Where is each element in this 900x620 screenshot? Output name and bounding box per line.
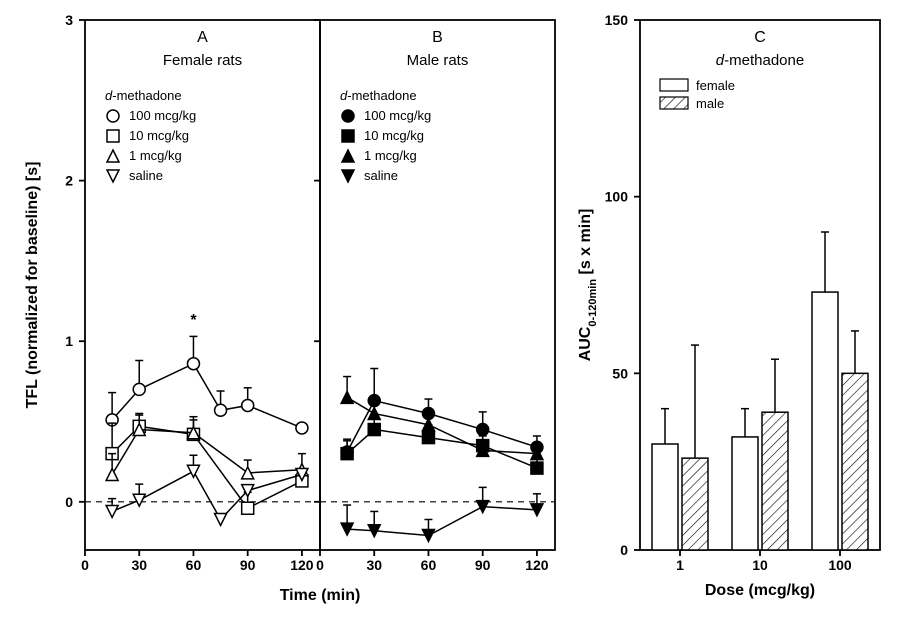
svg-text:0: 0 <box>620 542 628 558</box>
svg-text:Female rats: Female rats <box>163 52 242 69</box>
svg-text:100: 100 <box>605 189 629 205</box>
svg-text:1 mcg/kg: 1 mcg/kg <box>364 148 417 163</box>
svg-text:90: 90 <box>240 557 256 573</box>
svg-text:AUC0-120min [s x min]: AUC0-120min [s x min] <box>577 209 599 362</box>
figure-svg: 03060901200123*AFemale ratsd-methadone10… <box>0 0 900 620</box>
svg-text:90: 90 <box>475 557 491 573</box>
svg-text:60: 60 <box>186 557 202 573</box>
svg-text:10 mcg/kg: 10 mcg/kg <box>129 128 189 143</box>
svg-text:B: B <box>432 29 443 46</box>
svg-text:female: female <box>696 78 735 93</box>
svg-text:10: 10 <box>752 557 768 573</box>
svg-text:30: 30 <box>366 557 382 573</box>
svg-text:1 mcg/kg: 1 mcg/kg <box>129 148 182 163</box>
svg-text:d-methadone: d-methadone <box>105 88 182 103</box>
svg-text:100: 100 <box>828 557 852 573</box>
svg-text:150: 150 <box>605 12 629 28</box>
svg-text:*: * <box>190 312 197 329</box>
svg-text:50: 50 <box>612 365 628 381</box>
svg-text:120: 120 <box>290 557 314 573</box>
svg-text:Time (min): Time (min) <box>280 587 361 604</box>
svg-text:TFL (normalized for baseline): TFL (normalized for baseline) [s] <box>24 162 41 409</box>
figure-root: 03060901200123*AFemale ratsd-methadone10… <box>0 0 900 620</box>
svg-text:100 mcg/kg: 100 mcg/kg <box>364 108 431 123</box>
svg-text:100 mcg/kg: 100 mcg/kg <box>129 108 196 123</box>
svg-text:1: 1 <box>676 557 684 573</box>
svg-text:0: 0 <box>81 557 89 573</box>
svg-text:120: 120 <box>525 557 549 573</box>
svg-text:0: 0 <box>65 494 73 510</box>
svg-text:C: C <box>754 29 766 46</box>
svg-text:3: 3 <box>65 12 73 28</box>
svg-text:60: 60 <box>421 557 437 573</box>
svg-text:male: male <box>696 96 724 111</box>
svg-text:Male rats: Male rats <box>407 52 469 69</box>
svg-text:A: A <box>197 29 208 46</box>
svg-text:2: 2 <box>65 173 73 189</box>
svg-text:30: 30 <box>131 557 147 573</box>
svg-text:0: 0 <box>316 557 324 573</box>
svg-text:1: 1 <box>65 333 73 349</box>
svg-text:d-methadone: d-methadone <box>716 52 804 69</box>
svg-text:saline: saline <box>364 168 398 183</box>
svg-text:Dose (mcg/kg): Dose (mcg/kg) <box>705 582 815 599</box>
svg-text:saline: saline <box>129 168 163 183</box>
svg-text:10 mcg/kg: 10 mcg/kg <box>364 128 424 143</box>
svg-text:d-methadone: d-methadone <box>340 88 417 103</box>
